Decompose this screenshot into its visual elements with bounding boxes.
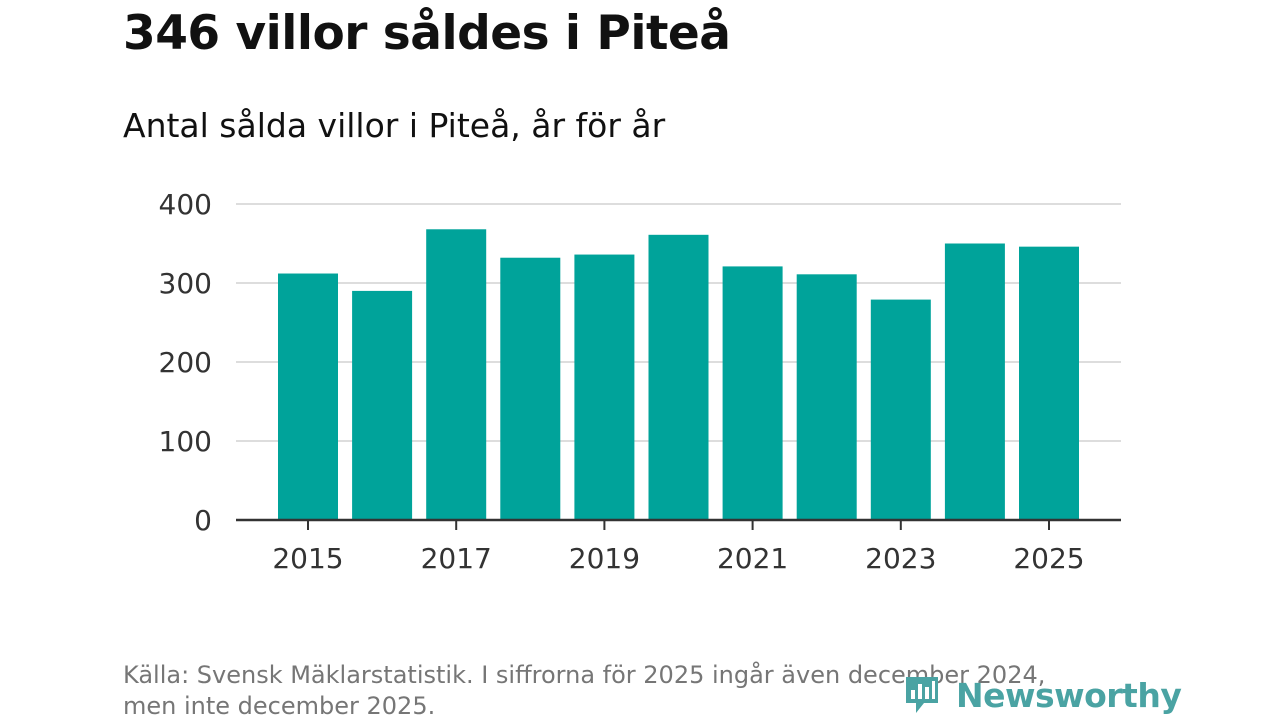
x-tick-label-2021: 2021: [717, 542, 788, 575]
bar-2020: [648, 234, 709, 520]
y-tick-label-200: 200: [159, 346, 212, 379]
brand-logo: Newsworthy: [902, 672, 1182, 718]
y-axis-ticks: 0 100 200 300 400: [159, 188, 212, 537]
x-axis-ticks: 2015 2017 2019 2021 2023 2025: [272, 520, 1085, 575]
y-tick-label-400: 400: [159, 188, 212, 221]
y-tick-label-100: 100: [159, 425, 212, 458]
x-tick-label-2019: 2019: [569, 542, 640, 575]
chart-title: 346 villor såldes i Piteå: [123, 6, 731, 61]
bar-2015: [278, 273, 338, 520]
y-tick-label-300: 300: [159, 267, 212, 300]
bar-chart: 0 100 200 300 400 2015 2017 2019 2021 2023 2025: [159, 188, 1121, 575]
brand-name: Newsworthy: [956, 675, 1182, 715]
x-tick-label-2015: 2015: [272, 542, 343, 575]
bar-2021: [722, 266, 783, 520]
y-tick-label-0: 0: [194, 504, 212, 537]
chart-subtitle: Antal sålda villor i Piteå, år för år: [123, 106, 666, 145]
bar-2025: [1019, 246, 1079, 520]
bar-2017: [426, 229, 487, 520]
newsworthy-logo-icon: [906, 677, 938, 713]
x-tick-label-2017: 2017: [421, 542, 492, 575]
source-line-1: Källa: Svensk Mäklarstatistik. I siffror…: [123, 661, 1046, 689]
bars: [278, 229, 1079, 520]
source-note: Källa: Svensk Mäklarstatistik. I siffror…: [123, 660, 1123, 722]
bar-2023: [870, 299, 931, 520]
bar-2022: [796, 274, 857, 520]
x-tick-label-2025: 2025: [1013, 542, 1084, 575]
bar-2024: [944, 243, 1005, 520]
bar-2016: [352, 290, 413, 520]
bar-2019: [574, 254, 635, 520]
x-tick-label-2023: 2023: [865, 542, 936, 575]
source-line-2: men inte december 2025.: [123, 692, 436, 720]
bar-2018: [500, 257, 561, 520]
